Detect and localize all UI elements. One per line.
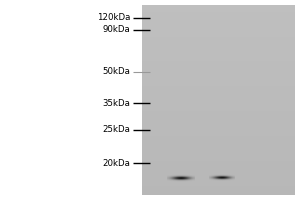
Text: 20kDa: 20kDa <box>102 158 130 168</box>
Text: 50kDa: 50kDa <box>102 68 130 76</box>
Text: 35kDa: 35kDa <box>102 98 130 108</box>
Text: 90kDa: 90kDa <box>102 25 130 34</box>
Text: 120kDa: 120kDa <box>97 14 130 22</box>
Text: 25kDa: 25kDa <box>102 126 130 134</box>
